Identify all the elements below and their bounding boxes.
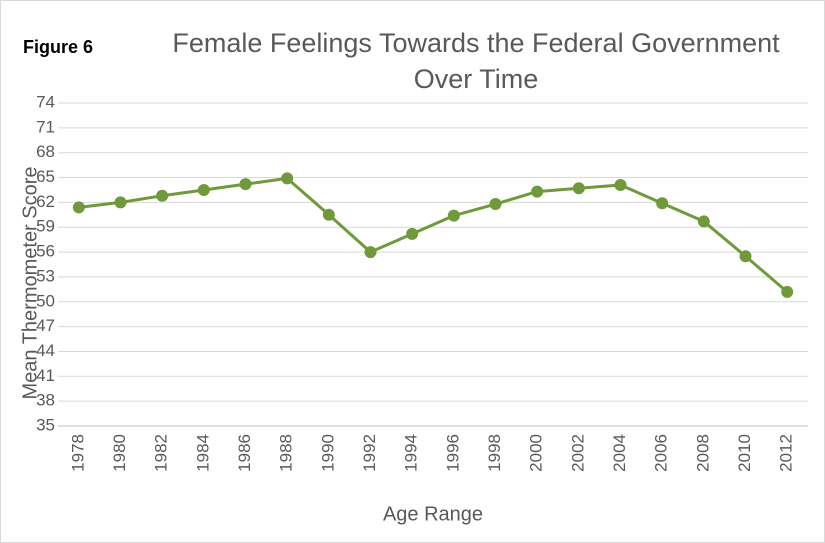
point [281, 172, 294, 185]
x-tick-label: 2000 [527, 434, 546, 472]
y-tick-label: 68 [36, 142, 55, 161]
point [489, 198, 502, 211]
y-tick-label: 71 [36, 117, 55, 136]
chart-title: Female Feelings Towards the Federal Gove… [172, 28, 780, 94]
point [322, 208, 335, 221]
y-tick-label: 74 [36, 92, 55, 111]
point [739, 250, 752, 263]
x-tick-label: 1980 [110, 434, 129, 472]
point [697, 215, 710, 228]
x-tick-label: 1984 [193, 434, 212, 472]
x-tick-label: 2008 [693, 434, 712, 472]
y-tick-label: 56 [36, 242, 55, 261]
x-tick-label: 2012 [777, 434, 796, 472]
x-tick-label: 1982 [152, 434, 171, 472]
y-tick-label: 59 [36, 217, 55, 236]
x-tick-label: 2006 [652, 434, 671, 472]
figure-label: Figure 6 [23, 37, 94, 57]
point [572, 182, 585, 195]
x-tick-label: 1990 [318, 434, 337, 472]
point [781, 285, 794, 298]
x-tick-label: 1994 [402, 434, 421, 472]
y-tick-label: 50 [36, 291, 55, 310]
x-tick-label: 1996 [443, 434, 462, 472]
x-tick-label: 1978 [68, 434, 87, 472]
point [156, 189, 169, 202]
y-axis-label: Mean Thermometer Score [19, 166, 41, 399]
point [406, 227, 419, 240]
x-tick-label: 1992 [360, 434, 379, 472]
y-tick-label: 41 [36, 366, 55, 385]
x-tick-label: 1986 [235, 434, 254, 472]
x-tick-label: 2004 [610, 434, 629, 472]
point [114, 196, 127, 209]
point [72, 201, 85, 214]
y-tick-label: 65 [36, 167, 55, 186]
point [364, 246, 377, 259]
y-tick-label: 35 [36, 415, 55, 434]
point [531, 185, 544, 198]
y-tick-label: 62 [36, 192, 55, 211]
point [614, 178, 627, 191]
x-tick-label: 1998 [485, 434, 504, 472]
point [239, 178, 252, 191]
y-tick-label: 44 [36, 341, 55, 360]
point [656, 197, 669, 210]
x-tick-label: 2010 [735, 434, 754, 472]
y-tick-label: 47 [36, 316, 55, 335]
y-tick-label: 53 [36, 266, 55, 285]
y-tick-label: 38 [36, 391, 55, 410]
point [447, 209, 460, 222]
point [197, 183, 210, 196]
x-tick-label: 2002 [568, 434, 587, 472]
x-axis-label: Age Range [383, 503, 483, 525]
x-tick-label: 1988 [277, 434, 296, 472]
line [78, 176, 789, 293]
